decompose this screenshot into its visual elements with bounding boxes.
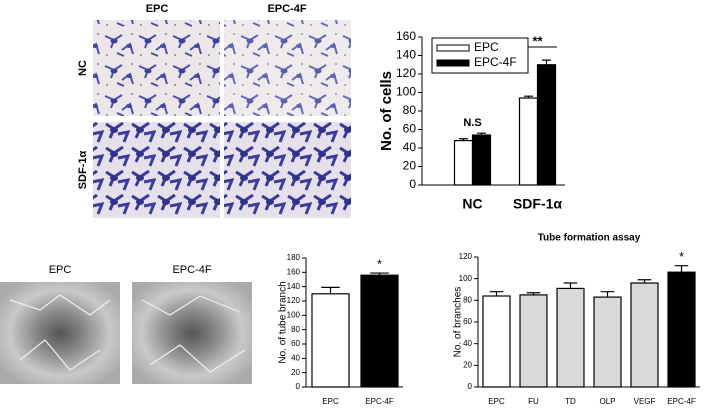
y-tick-label: 0 (468, 382, 473, 391)
x-tick-label: VEGF (634, 397, 656, 406)
x-tick-label: OLP (599, 397, 615, 406)
error-bar (524, 95, 533, 99)
y-tick-label: 140 (396, 48, 416, 62)
error-bar (526, 292, 541, 295)
x-tick-label: FU (528, 397, 539, 406)
image (93, 20, 220, 116)
image (132, 282, 252, 384)
legend-swatch (436, 44, 470, 52)
y-tick-label: 120 (459, 252, 473, 261)
bar (482, 295, 511, 388)
y-tick-label: 80 (403, 103, 417, 117)
error-bar (600, 291, 615, 298)
bar (453, 140, 474, 186)
bar (311, 293, 350, 388)
y-axis-label: No. of branches (453, 287, 464, 358)
error-bar (489, 291, 504, 296)
y-tick-label: 100 (459, 274, 473, 283)
y-tick-label: 140 (287, 282, 301, 291)
y-tick-label: 20 (403, 159, 417, 173)
y-tick-label: 60 (291, 339, 300, 348)
chart-title: Tube formation assay (538, 233, 641, 244)
bar (556, 287, 585, 388)
column-label: EPC-4F (172, 264, 211, 276)
annotation: * (679, 249, 684, 264)
y-tick-label: 60 (463, 317, 472, 326)
error-bar (563, 282, 578, 289)
annotation: * (377, 256, 382, 271)
x-tick-label: EPC (488, 397, 505, 406)
y-tick-label: 80 (463, 295, 472, 304)
image (224, 20, 351, 116)
bar (536, 64, 557, 186)
bar (360, 274, 399, 388)
y-tick-label: 180 (287, 253, 301, 262)
top-images: EPC EPC-4F NC SDF-1α (77, 3, 351, 218)
x-tick-label: EPC-4F (667, 397, 696, 406)
y-tick-label: 120 (396, 66, 416, 80)
error-bar (459, 138, 468, 141)
x-tick-label: NC (462, 196, 482, 212)
x-tick-label: EPC (322, 397, 339, 406)
column-label: EPC (146, 3, 169, 15)
bar (630, 282, 659, 388)
legend-swatch (436, 59, 470, 67)
y-tick-label: 60 (403, 122, 417, 136)
error-bar (637, 279, 652, 283)
error-bar (542, 59, 551, 65)
error-bar (674, 265, 689, 273)
legend-label: EPC-4F (474, 55, 517, 69)
y-axis-label: No. of tube branch (278, 281, 289, 363)
y-tick-label: 160 (396, 29, 416, 43)
y-axis-label: No. of cells (378, 71, 395, 151)
legend-label: EPC (474, 40, 499, 54)
image (0, 282, 120, 384)
y-tick-label: 160 (287, 267, 301, 276)
y-tick-label: 40 (403, 140, 417, 154)
column-label: EPC (49, 264, 72, 276)
row-label: SDF-1α (77, 150, 89, 189)
y-tick-label: 40 (463, 339, 472, 348)
bar (518, 97, 539, 186)
error-bar (477, 132, 486, 136)
tube-network (9, 294, 246, 373)
column-label: EPC-4F (267, 3, 306, 15)
y-tick-label: 20 (463, 360, 472, 369)
bottom-images: EPC EPC-4F (0, 264, 252, 384)
bar (593, 296, 622, 388)
row-label: NC (77, 60, 89, 76)
error-bar (370, 272, 389, 276)
y-tick-label: 20 (291, 368, 300, 377)
y-tick-label: 80 (291, 325, 300, 334)
bar (471, 134, 492, 186)
y-tick-label: 0 (296, 382, 301, 391)
x-tick-label: EPC-4F (365, 397, 394, 406)
bar (519, 294, 548, 388)
annotation: N.S (463, 117, 481, 129)
y-tick-label: 120 (287, 296, 301, 305)
y-tick-label: 0 (409, 177, 416, 191)
image (93, 122, 220, 218)
legend-box (431, 37, 529, 74)
annotation: ** (532, 34, 543, 49)
y-tick-label: 100 (396, 85, 416, 99)
error-bar (321, 286, 340, 294)
x-tick-label: SDF-1α (513, 196, 562, 212)
x-tick-label: TD (565, 397, 576, 406)
y-tick-label: 40 (291, 353, 300, 362)
y-tick-label: 100 (287, 310, 301, 319)
bar (667, 271, 696, 388)
image (224, 122, 351, 218)
